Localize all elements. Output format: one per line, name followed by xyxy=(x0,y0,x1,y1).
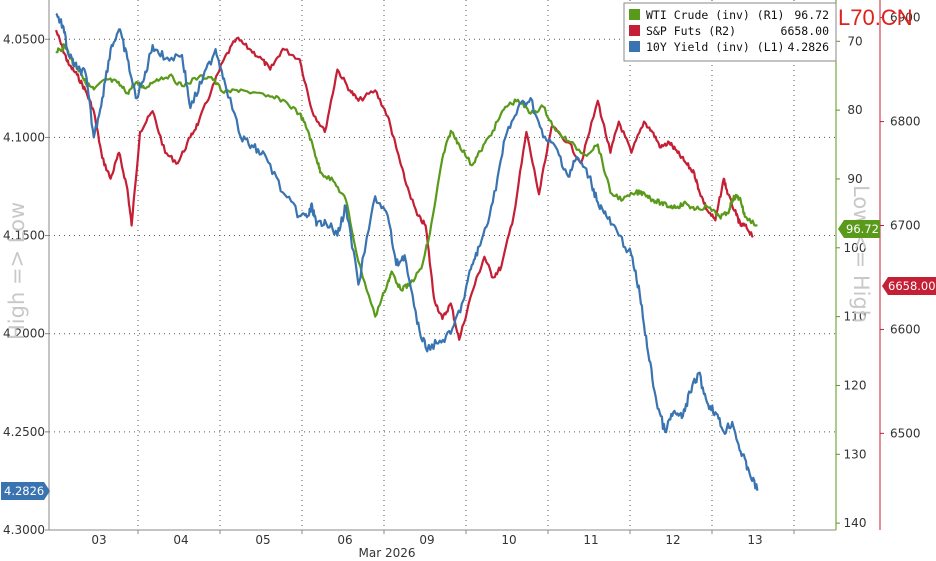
r1-tick-label-4: 110 xyxy=(844,310,867,324)
x-tick-label-0: 03 xyxy=(91,533,106,547)
r1-tick-label-2: 90 xyxy=(847,172,862,186)
left-tick-label-3: 4.2000 xyxy=(3,327,45,341)
x-tick-label-2: 05 xyxy=(255,533,270,547)
x-tick-label-6: 11 xyxy=(583,533,598,547)
r1-tick-label-3: 100 xyxy=(844,241,867,255)
r2-tick-label-4: 6500 xyxy=(890,426,921,440)
r1-tick-label-1: 80 xyxy=(847,103,862,117)
left-side-title: High => Low xyxy=(5,202,29,340)
x-tick-label-7: 12 xyxy=(665,533,680,547)
r2-axis-ticks: 6900 6800 6700 6600 6500 xyxy=(880,11,921,440)
legend-label-crude: WTI Crude (inv) (R1) xyxy=(646,8,784,22)
x-axis-ticks: 03 04 05 06 09 10 11 12 13 xyxy=(91,530,795,547)
r2-tick-label-1: 6800 xyxy=(890,115,921,129)
series-line-crude xyxy=(55,43,758,318)
left-tick-label-5: 4.3000 xyxy=(3,523,45,537)
yield-value-tag-text: 4.2826 xyxy=(4,484,44,498)
left-tick-label-1: 4.1000 xyxy=(3,130,45,144)
left-axis-ticks: 4.0500 4.1000 4.1500 4.2000 4.2500 4.3000 xyxy=(3,32,49,537)
left-tick-label-0: 4.0500 xyxy=(3,32,45,46)
series-layer xyxy=(54,12,759,491)
r1-tick-label-5: 120 xyxy=(844,378,867,392)
x-tick-label-8: 13 xyxy=(747,533,762,547)
r1-tick-label-7: 140 xyxy=(844,516,867,530)
x-tick-label-3: 06 xyxy=(337,533,352,547)
series-line-spx xyxy=(54,29,754,341)
legend-swatch-yield xyxy=(629,41,640,52)
spx-value-tag xyxy=(882,277,936,295)
left-tick-label-2: 4.1500 xyxy=(3,229,45,243)
legend-box xyxy=(623,2,837,62)
legend-label-yield: 10Y Yield (inv) (L1) xyxy=(646,40,784,54)
x-tick-label-1: 04 xyxy=(173,533,188,547)
r1-tick-label-0: 70 xyxy=(847,34,862,48)
r2-tick-label-0: 6900 xyxy=(890,11,921,25)
legend-value-crude: 96.72 xyxy=(794,8,829,22)
right-side-title: Low <= High xyxy=(849,185,873,323)
grid-layer xyxy=(49,0,836,531)
r1-axis-ticks: 70 80 90 100 110 120 130 140 xyxy=(836,34,866,530)
x-tick-label-4: 09 xyxy=(419,533,434,547)
legend-value-yield: 4.2826 xyxy=(787,40,829,54)
watermark: L70.CN xyxy=(838,5,913,30)
r2-tick-label-2: 6700 xyxy=(890,219,921,233)
legend-label-spx: S&P Futs (R2) xyxy=(646,24,736,38)
legend-value-spx: 6658.00 xyxy=(781,24,830,38)
legend-swatch-spx xyxy=(629,25,640,36)
yield-value-tag xyxy=(1,482,50,500)
left-tick-label-4: 4.2500 xyxy=(3,425,45,439)
x-axis-month-label: Mar 2026 xyxy=(359,546,416,560)
legend-swatch-crude xyxy=(629,9,640,20)
x-tick-label-5: 10 xyxy=(501,533,516,547)
series-line-yield xyxy=(55,12,759,491)
r1-tick-label-6: 130 xyxy=(844,447,867,461)
r2-tick-label-3: 6600 xyxy=(890,322,921,336)
spx-value-tag-text: 6658.00 xyxy=(888,279,936,293)
crude-value-tag-text: 96.72 xyxy=(846,222,879,236)
crude-value-tag xyxy=(838,220,880,238)
